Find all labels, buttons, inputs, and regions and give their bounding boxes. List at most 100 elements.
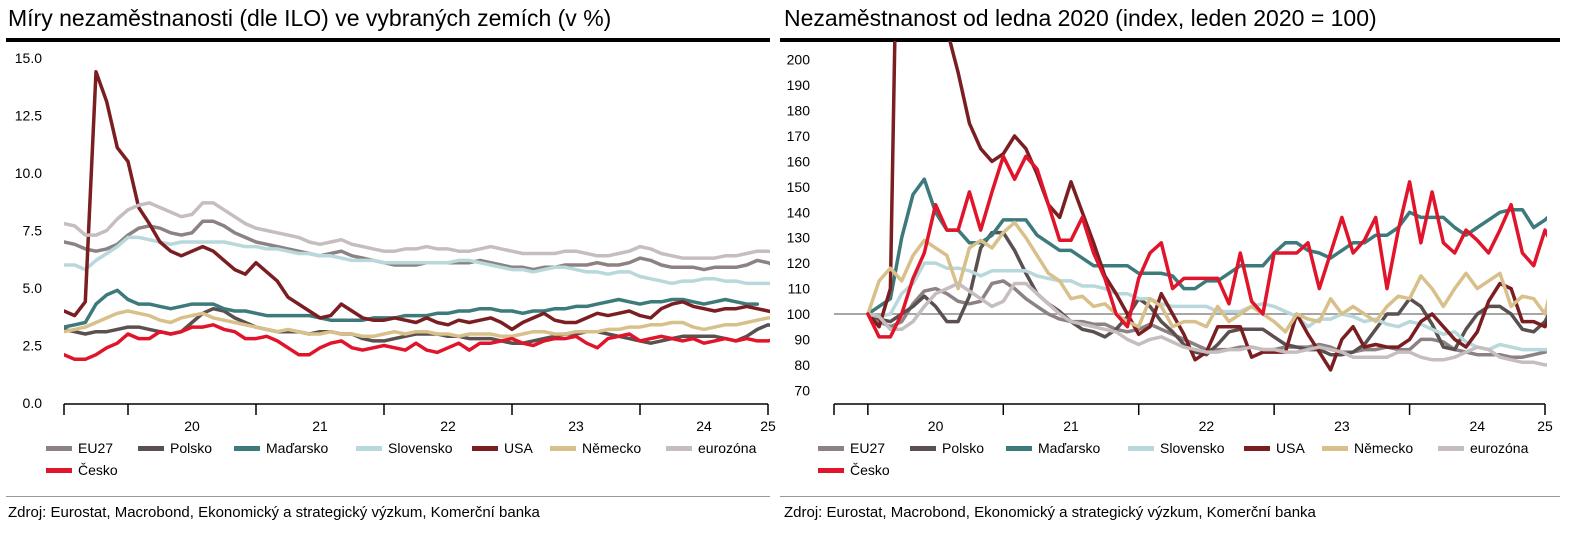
series-line-německo — [64, 309, 770, 339]
y-tick-label: 12.5 — [15, 108, 42, 124]
legend-label: Polsko — [170, 440, 213, 456]
x-tick-label: 23 — [568, 418, 584, 434]
y-tick-label: 2.5 — [23, 338, 43, 354]
x-tick-label: 24 — [696, 418, 712, 434]
y-tick-label: 15.0 — [15, 50, 42, 66]
legend-label: Česko — [850, 462, 890, 478]
left-title-rule — [6, 38, 770, 42]
legend-swatch — [356, 445, 382, 451]
x-tick-label: 21 — [1063, 418, 1079, 434]
legend-label: Slovensko — [1160, 440, 1225, 456]
legend-item: Maďarsko — [234, 438, 328, 458]
legend-swatch — [818, 467, 844, 473]
y-tick-label: 150 — [787, 179, 811, 195]
x-tick-label: 25 — [1537, 418, 1553, 434]
legend-item: Polsko — [138, 438, 212, 458]
legend-swatch — [1006, 445, 1032, 451]
y-tick-label: 100 — [787, 306, 811, 322]
legend-item: EU27 — [818, 438, 885, 458]
legend-item: Česko — [818, 460, 890, 480]
legend-swatch — [910, 445, 936, 451]
y-tick-label: 110 — [788, 281, 811, 297]
x-tick-label: 24 — [1469, 418, 1485, 434]
series-line-německo — [866, 220, 1547, 334]
legend-swatch — [818, 445, 844, 451]
y-tick-label: 90 — [794, 331, 810, 347]
legend-label: eurozóna — [1470, 440, 1529, 456]
series-line-maďarsko — [64, 288, 760, 329]
y-tick-label: 10.0 — [15, 165, 42, 181]
right-footer-rule — [780, 496, 1560, 497]
y-tick-label: 160 — [787, 153, 811, 169]
left-chart-source: Zdroj: Eurostat, Macrobond, Ekonomický a… — [8, 504, 540, 521]
y-tick-label: 200 — [787, 52, 811, 68]
y-tick-label: 190 — [787, 77, 811, 93]
y-tick-label: 5.0 — [23, 280, 43, 296]
y-tick-label: 0.0 — [23, 395, 43, 411]
x-tick-label: 22 — [1199, 418, 1215, 434]
legend-swatch — [1438, 445, 1464, 451]
right-chart-panel: Nezaměstnanost od ledna 2020 (index, led… — [780, 0, 1560, 537]
x-tick-label: 25 — [760, 418, 776, 434]
left-chart-title: Míry nezaměstnanosti (dle ILO) ve vybran… — [8, 5, 612, 31]
y-tick-label: 180 — [787, 103, 811, 119]
legend-item: eurozóna — [666, 438, 756, 458]
legend-item: USA — [1244, 438, 1305, 458]
series-line-eurozóna — [64, 201, 770, 260]
legend-item: Německo — [1322, 438, 1413, 458]
left-chart-plot: 0.0 2.5 5.0 7.5 10.0 12.5 15.0 20 21 22 23 24 25 — [15, 50, 776, 434]
legend-item: Německo — [550, 438, 641, 458]
left-chart-panel: Míry nezaměstnanosti (dle ILO) ve vybran… — [0, 0, 776, 537]
legend-label: Maďarsko — [266, 440, 329, 456]
legend-item: Česko — [46, 460, 118, 480]
legend-item: Maďarsko — [1006, 438, 1100, 458]
series-line-maďarsko — [866, 177, 1547, 316]
legend-label: Slovensko — [388, 440, 453, 456]
x-tick-label: 22 — [440, 418, 456, 434]
legend-swatch — [472, 445, 498, 451]
y-tick-label: 120 — [787, 255, 811, 271]
legend-label: EU27 — [850, 440, 886, 456]
y-tick-label: 7.5 — [23, 223, 43, 239]
legend-label: eurozóna — [698, 440, 757, 456]
legend-label: USA — [504, 440, 533, 456]
x-tick-label: 20 — [184, 418, 200, 434]
y-tick-label: 70 — [794, 382, 810, 398]
legend-swatch — [46, 467, 72, 473]
legend-label: USA — [1276, 440, 1305, 456]
series-line-eurozóna — [866, 281, 1547, 367]
series-line-česko — [64, 323, 770, 362]
legend-label: EU27 — [78, 440, 114, 456]
series-line-usa — [64, 70, 770, 332]
legend-swatch — [1244, 445, 1270, 451]
x-tick-label: 23 — [1334, 418, 1350, 434]
legend-item: Slovensko — [1128, 438, 1225, 458]
legend-swatch — [46, 445, 72, 451]
legend-item: eurozóna — [1438, 438, 1528, 458]
legend-item: EU27 — [46, 438, 113, 458]
legend-swatch — [1128, 445, 1154, 451]
legend-item: Slovensko — [356, 438, 453, 458]
legend-label: Německo — [582, 440, 642, 456]
legend-item: Polsko — [910, 438, 984, 458]
legend-label: Polsko — [942, 440, 985, 456]
left-footer-rule — [6, 496, 770, 497]
legend-swatch — [550, 445, 576, 451]
x-tick-label: 21 — [312, 418, 328, 434]
y-tick-label: 140 — [787, 204, 811, 220]
legend-label: Maďarsko — [1038, 440, 1101, 456]
y-tick-label: 80 — [794, 357, 810, 373]
right-chart-plot: 70 80 90 100 110 120 130 140 150 160 170 180 190 200 2… — [787, 41, 1553, 434]
y-tick-label: 170 — [787, 128, 811, 144]
right-title-rule — [780, 38, 1560, 42]
series-line-česko — [866, 154, 1547, 339]
series-line-slovensko — [64, 235, 770, 286]
x-tick-label: 20 — [928, 418, 944, 434]
legend-swatch — [666, 445, 692, 451]
legend-swatch — [138, 445, 164, 451]
y-tick-label: 130 — [787, 230, 811, 246]
legend-swatch — [234, 445, 260, 451]
right-chart-title: Nezaměstnanost od ledna 2020 (index, led… — [784, 5, 1377, 31]
legend-swatch — [1322, 445, 1348, 451]
right-chart-source: Zdroj: Eurostat, Macrobond, Ekonomický a… — [784, 504, 1316, 521]
